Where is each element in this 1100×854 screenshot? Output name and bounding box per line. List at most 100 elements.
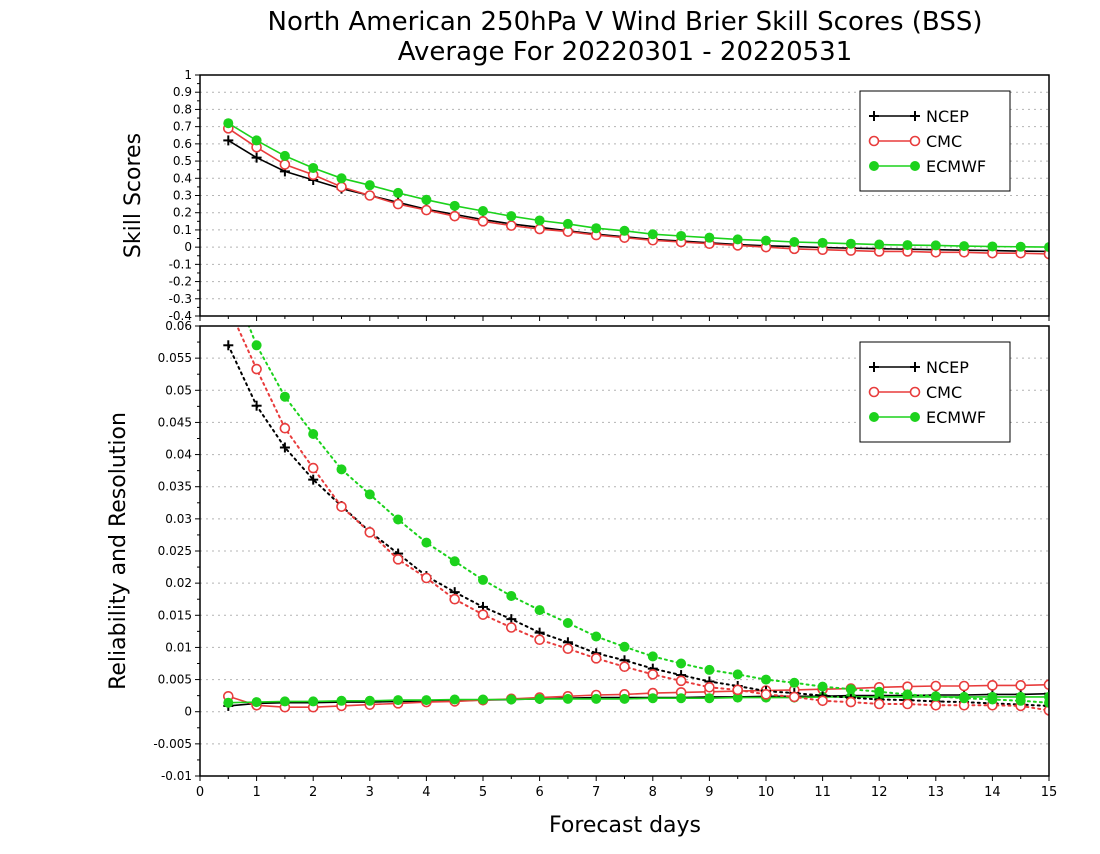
relres-resolution-ecmwf-point bbox=[732, 669, 743, 680]
relres-ytick-label: 0.035 bbox=[158, 480, 192, 494]
relres-resolution-ecmwf-point bbox=[987, 694, 998, 705]
relres-reliability-ecmwf-point bbox=[421, 695, 432, 706]
skill-ytick-label: -0.1 bbox=[169, 257, 192, 271]
relres-resolution-ecmwf-point bbox=[449, 556, 460, 567]
skill-ytick-label: 0.4 bbox=[173, 171, 192, 185]
skill-ncep-point bbox=[251, 152, 262, 163]
relres-y-axis-label: Reliability and Resolution bbox=[106, 412, 131, 690]
relres-reliability-ecmwf-point bbox=[619, 693, 630, 704]
relres-resolution-ecmwf-point bbox=[789, 677, 800, 688]
skill-frame bbox=[199, 74, 1050, 317]
relres-reliability-cmc-point bbox=[987, 680, 998, 691]
skill-ecmwf-point bbox=[449, 200, 460, 211]
skill-ecmwf-point bbox=[619, 225, 630, 236]
relres-resolution-ecmwf-point bbox=[704, 664, 715, 675]
skill-ecmwf-point bbox=[1015, 241, 1026, 252]
relres-resolution-ecmwf-point bbox=[534, 605, 545, 616]
relres-resolution-cmc-point bbox=[224, 302, 233, 311]
skill-ecmwf-point bbox=[987, 241, 998, 252]
skill-ecmwf-point bbox=[308, 162, 319, 173]
relres-ytick-label: 0.055 bbox=[158, 351, 192, 365]
skill-cmc-point bbox=[364, 190, 376, 201]
skill-ecmwf-point bbox=[817, 237, 828, 248]
relres-legend-marker-cmc bbox=[909, 386, 921, 398]
relres-reliability-cmc-point bbox=[930, 680, 942, 692]
relres-ytick-label: -0.005 bbox=[153, 737, 192, 751]
relres-resolution-cmc-point bbox=[845, 696, 857, 708]
skill-ecmwf-point bbox=[676, 230, 687, 241]
relres-resolution-cmc-point bbox=[421, 572, 432, 584]
relres-resolution-ecmwf-point bbox=[1015, 695, 1026, 706]
relres-reliability-ecmwf-point bbox=[279, 696, 290, 707]
relres-reliability-ecmwf-point bbox=[732, 692, 743, 703]
skill-scores-panel: -0.4 -0.3 -0.2 -0.1 0 0.1 0.2 0.3 0.4 0.5 0.6 0.7 0.… bbox=[121, 68, 1050, 323]
relres-ytick-label: 0.02 bbox=[165, 576, 192, 590]
skill-ecmwf-point bbox=[874, 239, 885, 250]
relres-reliability-ecmwf-point bbox=[393, 695, 404, 706]
relres-ytick-label: 0.03 bbox=[165, 512, 192, 526]
relres-resolution-cmc-point bbox=[1043, 705, 1049, 716]
skill-ecmwf-point bbox=[704, 232, 715, 243]
relres-resolution-cmc-point bbox=[902, 698, 913, 710]
relres-legend-marker-ncep bbox=[869, 362, 879, 372]
relres-resolution-ecmwf-point bbox=[959, 693, 970, 704]
relres-resolution-ecmwf-point bbox=[506, 591, 517, 601]
relres-ytick-label: 0.025 bbox=[158, 544, 192, 558]
relres-reliability-ecmwf-point bbox=[562, 693, 573, 704]
relres-resolution-cmc-point bbox=[760, 689, 772, 700]
relres-resolution-cmc-point bbox=[279, 422, 291, 434]
skill-ytick-label: 0.8 bbox=[173, 102, 192, 116]
skill-ecmwf-point bbox=[845, 238, 856, 249]
skill-ecmwf-point bbox=[647, 229, 658, 240]
skill-ecmwf-point bbox=[789, 236, 800, 247]
relres-resolution-ecmwf-point bbox=[619, 641, 630, 652]
relres-resolution-ecmwf-point bbox=[421, 537, 432, 548]
skill-ytick-label: 0.1 bbox=[173, 223, 192, 237]
skill-ecmwf-point bbox=[959, 241, 970, 252]
relres-resolution-cmc-point bbox=[392, 554, 404, 565]
relres-resolution-ncep-point bbox=[279, 442, 290, 453]
relres-ytick-label: -0.01 bbox=[161, 769, 192, 783]
relres-xtick-label: 1 bbox=[252, 785, 260, 800]
relres-resolution-ecmwf-point bbox=[930, 691, 941, 702]
relres-reliability-ecmwf-point bbox=[676, 693, 687, 704]
relres-xtick-label: 6 bbox=[535, 785, 543, 800]
relres-legend-label-ncep: NCEP bbox=[926, 358, 969, 377]
relres-resolution-ecmwf-point bbox=[393, 514, 404, 525]
relres-resolution-cmc-point bbox=[930, 699, 942, 711]
skill-legend-marker-ncep bbox=[869, 111, 879, 121]
skill-cmc-point bbox=[392, 198, 404, 210]
relres-xtick-label: 0 bbox=[196, 785, 204, 800]
skill-ecmwf-point bbox=[930, 240, 941, 251]
relres-ytick-label: 0.05 bbox=[165, 383, 192, 397]
relres-legend-label-ecmwf: ECMWF bbox=[926, 408, 986, 427]
skill-cmc-point bbox=[336, 181, 347, 193]
relres-reliability-ecmwf-point bbox=[478, 694, 488, 705]
skill-ecmwf-point bbox=[279, 150, 290, 161]
skill-legend-marker-cmc bbox=[909, 135, 921, 147]
relres-xtick-label: 9 bbox=[705, 785, 713, 800]
relres-ytick-label: 0.045 bbox=[158, 415, 192, 429]
skill-ytick-label: -0.2 bbox=[169, 275, 192, 289]
skill-ecmwf-point bbox=[251, 135, 262, 146]
skill-legend-label-ecmwf: ECMWF bbox=[926, 157, 986, 176]
relres-resolution-cmc-point bbox=[817, 695, 828, 707]
relres-legend-marker-ecmwf bbox=[869, 412, 879, 422]
relres-resolution-ecmwf-series-line bbox=[247, 326, 1049, 704]
relres-resolution-ecmwf-point bbox=[845, 684, 856, 695]
skill-legend-label-ncep: NCEP bbox=[926, 107, 969, 126]
relres-resolution-ecmwf-point bbox=[761, 674, 771, 685]
relres-resolution-ecmwf-point bbox=[308, 429, 319, 439]
relres-resolution-ecmwf-point bbox=[874, 686, 885, 697]
relres-resolution-cmc-point bbox=[562, 643, 574, 655]
relres-resolution-ecmwf-point bbox=[1044, 697, 1049, 708]
skill-ecmwf-point bbox=[732, 234, 743, 245]
skill-series-group bbox=[223, 118, 1049, 260]
relres-resolution-cmc-point bbox=[336, 501, 347, 512]
relres-xtick-label: 4 bbox=[422, 785, 430, 800]
relres-legend-marker-cmc bbox=[868, 386, 880, 398]
skill-ecmwf-point bbox=[562, 218, 573, 229]
relres-resolution-ncep-point bbox=[223, 340, 234, 351]
skill-cmc-point bbox=[421, 204, 432, 216]
